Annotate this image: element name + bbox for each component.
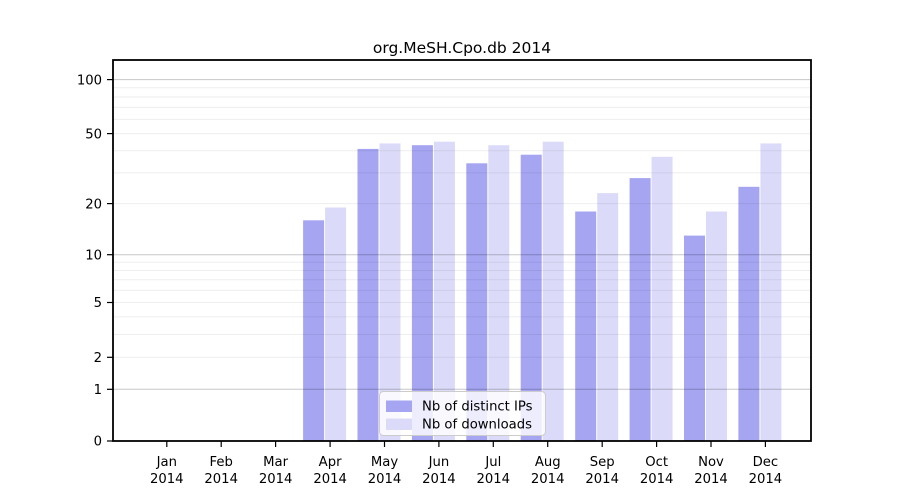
plot-border: [112, 59, 812, 442]
bar-distinct-ips-aug: [520, 154, 542, 441]
x-tick-label-month-mar: Mar: [263, 455, 288, 470]
x-tick-label-year-aug: 2014: [531, 472, 565, 487]
x-tick-label-month-feb: Feb: [210, 455, 233, 470]
x-tick-label-year-apr: 2014: [313, 472, 347, 487]
x-tick-label-month-dec: Dec: [753, 455, 779, 470]
bar-downloads-apr: [325, 207, 347, 441]
x-tick-label-year-nov: 2014: [694, 472, 728, 487]
bar-downloads-jun: [433, 141, 455, 441]
bar-downloads-oct: [651, 156, 673, 442]
y-tick-label-100: 100: [77, 73, 102, 88]
legend-swatch-distinct-ips: [386, 400, 412, 412]
bar-distinct-ips-oct: [629, 178, 651, 441]
x-tick-label-month-nov: Nov: [698, 455, 724, 470]
y-tick-label-5: 5: [94, 296, 102, 311]
y-tick-label-10: 10: [85, 248, 102, 263]
x-tick-label-month-sep: Sep: [590, 455, 615, 470]
bar-downloads-sep: [597, 193, 619, 441]
x-tick-label-month-jul: Jul: [484, 455, 501, 470]
x-tick-label-month-may: May: [371, 455, 398, 470]
legend-frame: [379, 391, 546, 436]
x-tick-label-year-sep: 2014: [585, 472, 619, 487]
x-tick-label-month-oct: Oct: [645, 455, 668, 470]
x-tick-label-month-jan: Jan: [156, 455, 177, 470]
y-tick-label-20: 20: [85, 197, 102, 212]
bar-downloads-dec: [760, 143, 782, 441]
x-tick-label-year-jul: 2014: [477, 472, 511, 487]
bar-distinct-ips-may: [357, 148, 379, 441]
legend-swatch-downloads: [386, 418, 412, 430]
bar-distinct-ips-dec: [738, 186, 760, 441]
x-tick-label-year-jan: 2014: [150, 472, 184, 487]
bar-downloads-jul: [488, 145, 510, 441]
y-tick-label-1: 1: [94, 383, 102, 398]
bar-distinct-ips-jul: [466, 163, 488, 442]
bar-downloads-may: [379, 143, 401, 441]
x-tick-label-year-may: 2014: [368, 472, 402, 487]
bar-distinct-ips-jun: [411, 145, 433, 441]
chart-title: org.MeSH.Cpo.db 2014: [373, 39, 551, 57]
bar-downloads-aug: [542, 141, 564, 441]
bar-downloads-nov: [706, 211, 727, 441]
legend-label-distinct-ips: Nb of distinct IPs: [422, 400, 533, 415]
x-tick-label-year-oct: 2014: [640, 472, 674, 487]
y-tick-label-50: 50: [85, 127, 102, 142]
plot-layer: 0 1 2 5 10 20 50 100 Jan 2014 Feb 2014 Mar 2014 Apr 201…: [77, 59, 812, 487]
bar-distinct-ips-nov: [684, 235, 705, 441]
x-tick-label-year-mar: 2014: [259, 472, 293, 487]
x-tick-label-year-dec: 2014: [749, 472, 783, 487]
legend-box: Nb of distinct IPs Nb of downloads: [379, 391, 546, 436]
x-tick-label-year-jun: 2014: [422, 472, 456, 487]
x-tick-label-month-jun: Jun: [428, 455, 450, 470]
x-tick-label-month-apr: Apr: [319, 455, 342, 470]
x-tick-label-year-feb: 2014: [204, 472, 238, 487]
bar-distinct-ips-sep: [575, 211, 597, 441]
bar-distinct-ips-apr: [303, 220, 325, 441]
y-tick-label-2: 2: [94, 351, 102, 366]
x-tick-label-month-aug: Aug: [535, 455, 561, 470]
y-tick-label-0: 0: [94, 435, 102, 450]
legend-label-downloads: Nb of downloads: [422, 418, 532, 433]
